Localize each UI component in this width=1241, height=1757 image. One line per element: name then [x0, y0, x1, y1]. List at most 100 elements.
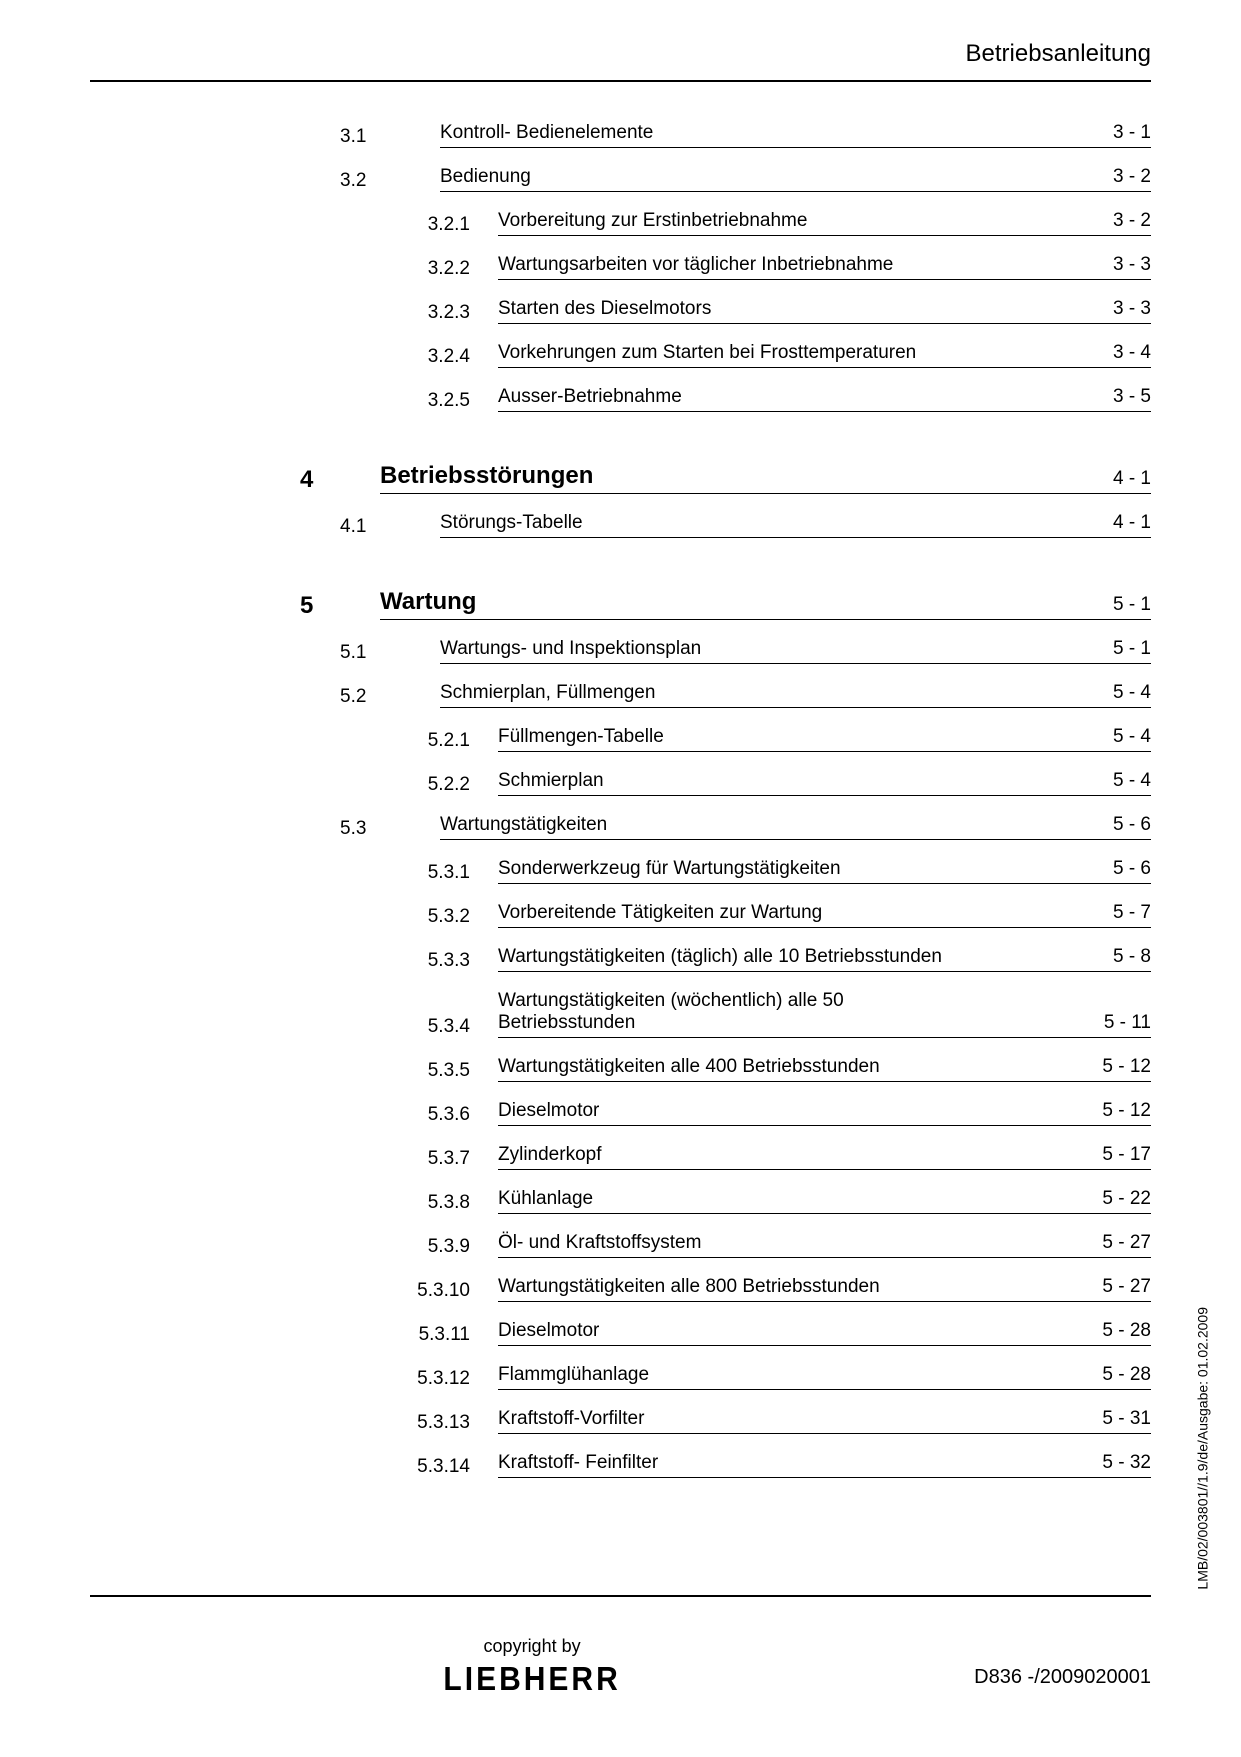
toc-number: 5.3	[300, 818, 420, 840]
toc-title: Füllmengen-Tabelle	[498, 726, 664, 748]
toc-page: 4 - 1	[1113, 512, 1151, 534]
toc-body: Dieselmotor 5 - 28	[498, 1320, 1151, 1346]
toc-title: Kraftstoff-Vorfilter	[498, 1408, 644, 1430]
toc-entry: 3.2.4 Vorkehrungen zum Starten bei Frostt…	[300, 342, 1151, 368]
toc-entry: 3.2.2 Wartungsarbeiten vor täglicher Inbe…	[300, 254, 1151, 280]
toc-number: 5.2.2	[300, 774, 470, 796]
toc-number: 5.1	[300, 642, 420, 664]
footer-left: copyright by LIEBHERR	[90, 1636, 974, 1697]
toc-title: Wartungsarbeiten vor täglicher Inbetrieb…	[498, 254, 893, 276]
toc-number: 4	[300, 466, 380, 494]
toc-title: Vorkehrungen zum Starten bei Frosttemper…	[498, 342, 916, 364]
toc-entry: 5.3.10 Wartungstätigkeiten alle 800 Betri…	[300, 1276, 1151, 1302]
toc-page: 5 - 31	[1102, 1408, 1151, 1430]
toc-entry: 5.3.4Wartungstätigkeiten (wöchentlich) a…	[300, 990, 1151, 1038]
toc-title: Wartungstätigkeiten	[440, 814, 607, 836]
toc-entry: 5.3.2Vorbereitende Tätigkeiten zur Wartu…	[300, 902, 1151, 928]
toc-entry: 4Betriebsstörungen4 - 1	[300, 462, 1151, 494]
toc-page: 5 - 4	[1113, 726, 1151, 748]
toc-body: Störungs-Tabelle4 - 1	[440, 512, 1151, 538]
toc-title: Wartungstätigkeiten alle 800 Betriebsstu…	[498, 1276, 880, 1298]
toc-number: 5	[300, 592, 380, 620]
toc-title: Sonderwerkzeug für Wartungstätigkeiten	[498, 858, 841, 880]
toc-page: 5 - 27	[1102, 1276, 1151, 1298]
toc-title: Kraftstoff- Feinfilter	[498, 1452, 658, 1474]
footer: copyright by LIEBHERR D836 -/2009020001	[90, 1636, 1151, 1697]
toc-page: 5 - 28	[1102, 1320, 1151, 1342]
toc-body: Vorbereitung zur Erstinbetriebnahme 3 - 2	[498, 210, 1151, 236]
toc-page: 5 - 1	[1113, 638, 1151, 660]
toc-page: 5 - 22	[1102, 1188, 1151, 1210]
toc-title: Dieselmotor	[498, 1320, 599, 1342]
toc-body: Kraftstoff- Feinfilter 5 - 32	[498, 1452, 1151, 1478]
toc-entry: 5.3.12Flammglühanlage5 - 28	[300, 1364, 1151, 1390]
toc-entry: 5.2.2Schmierplan5 - 4	[300, 770, 1151, 796]
toc-title: Ausser-Betriebnahme	[498, 386, 682, 408]
toc-entry: 3.2.5 Ausser-Betriebnahme 3 - 5	[300, 386, 1151, 412]
toc-content: 3.1Kontroll- Bedienelemente3 - 13.2Bedie…	[90, 122, 1151, 1478]
toc-title: Betriebsstörungen	[380, 462, 593, 490]
toc-title: Bedienung	[440, 166, 531, 188]
toc-page: 5 - 1	[1113, 594, 1151, 616]
toc-body: Sonderwerkzeug für Wartungstätigkeiten5 …	[498, 858, 1151, 884]
toc-number: 5.2	[300, 686, 420, 708]
toc-title: Wartung	[380, 588, 476, 616]
toc-page: 5 - 4	[1113, 770, 1151, 792]
toc-body: Kühlanlage5 - 22	[498, 1188, 1151, 1214]
toc-title: Wartungs- und Inspektionsplan	[440, 638, 701, 660]
toc-number: 3.2.2	[300, 258, 470, 280]
footer-rule	[90, 1595, 1151, 1597]
toc-number: 3.2.4	[300, 346, 470, 368]
toc-title: Vorbereitung zur Erstinbetriebnahme	[498, 210, 807, 232]
toc-title: Schmierplan, Füllmengen	[440, 682, 655, 704]
toc-number: 5.3.10	[300, 1280, 470, 1302]
document-id: D836 -/2009020001	[974, 1666, 1151, 1697]
toc-title: Kontroll- Bedienelemente	[440, 122, 653, 144]
toc-number: 4.1	[300, 516, 420, 538]
toc-body: Wartungstätigkeiten 5 - 6	[440, 814, 1151, 840]
toc-body: Öl- und Kraftstoffsystem 5 - 27	[498, 1232, 1151, 1258]
toc-number: 3.2.5	[300, 390, 470, 412]
copyright-text: copyright by	[90, 1636, 974, 1657]
toc-page: 5 - 32	[1102, 1452, 1151, 1474]
toc-number: 5.3.7	[300, 1148, 470, 1170]
toc-page: 3 - 4	[1113, 342, 1151, 364]
toc-page: 5 - 6	[1113, 814, 1151, 836]
toc-page: 3 - 3	[1113, 254, 1151, 276]
toc-title: Öl- und Kraftstoffsystem	[498, 1232, 701, 1254]
toc-entry: 3.2Bedienung3 - 2	[300, 166, 1151, 192]
toc-body: Zylinderkopf5 - 17	[498, 1144, 1151, 1170]
toc-entry: 3.2.1Vorbereitung zur Erstinbetriebnahme…	[300, 210, 1151, 236]
toc-body: Vorbereitende Tätigkeiten zur Wartung5 -…	[498, 902, 1151, 928]
toc-body: Wartung 5 - 1	[380, 588, 1151, 620]
toc-body: Vorkehrungen zum Starten bei Frosttemper…	[498, 342, 1151, 368]
toc-page: 5 - 11	[1104, 1012, 1151, 1034]
toc-title: Dieselmotor	[498, 1100, 599, 1122]
toc-entry: 5.3.7 Zylinderkopf5 - 17	[300, 1144, 1151, 1170]
toc-title: Vorbereitende Tätigkeiten zur Wartung	[498, 902, 822, 924]
toc-number: 5.3.4	[300, 1016, 470, 1038]
toc-entry: 5.2 Schmierplan, Füllmengen 5 - 4	[300, 682, 1151, 708]
toc-page: 5 - 27	[1102, 1232, 1151, 1254]
toc-number: 5.3.11	[300, 1324, 470, 1346]
toc-title: Wartungstätigkeiten (täglich) alle 10 Be…	[498, 946, 942, 968]
toc-entry: 5.3.11 Dieselmotor 5 - 28	[300, 1320, 1151, 1346]
toc-page: 3 - 2	[1113, 210, 1151, 232]
toc-body: Schmierplan, Füllmengen 5 - 4	[440, 682, 1151, 708]
toc-number: 3.2	[300, 170, 420, 192]
toc-number: 5.3.9	[300, 1236, 470, 1258]
toc-page: 5 - 8	[1113, 946, 1151, 968]
toc-page: 3 - 5	[1113, 386, 1151, 408]
toc-entry: 3.2.3Starten des Dieselmotors3 - 3	[300, 298, 1151, 324]
page-header: Betriebsanleitung	[90, 40, 1151, 82]
toc-body: Kontroll- Bedienelemente3 - 1	[440, 122, 1151, 148]
toc-page: 5 - 4	[1113, 682, 1151, 704]
toc-title: Zylinderkopf	[498, 1144, 602, 1166]
toc-body: Wartungs- und Inspektionsplan 5 - 1	[440, 638, 1151, 664]
toc-body: Wartungstätigkeiten alle 400 Betriebsstu…	[498, 1056, 1151, 1082]
toc-number: 5.3.3	[300, 950, 470, 972]
toc-number: 5.3.1	[300, 862, 470, 884]
toc-entry: 5.3.6Dieselmotor5 - 12	[300, 1100, 1151, 1126]
toc-body: Dieselmotor5 - 12	[498, 1100, 1151, 1126]
toc-number: 5.3.14	[300, 1456, 470, 1478]
